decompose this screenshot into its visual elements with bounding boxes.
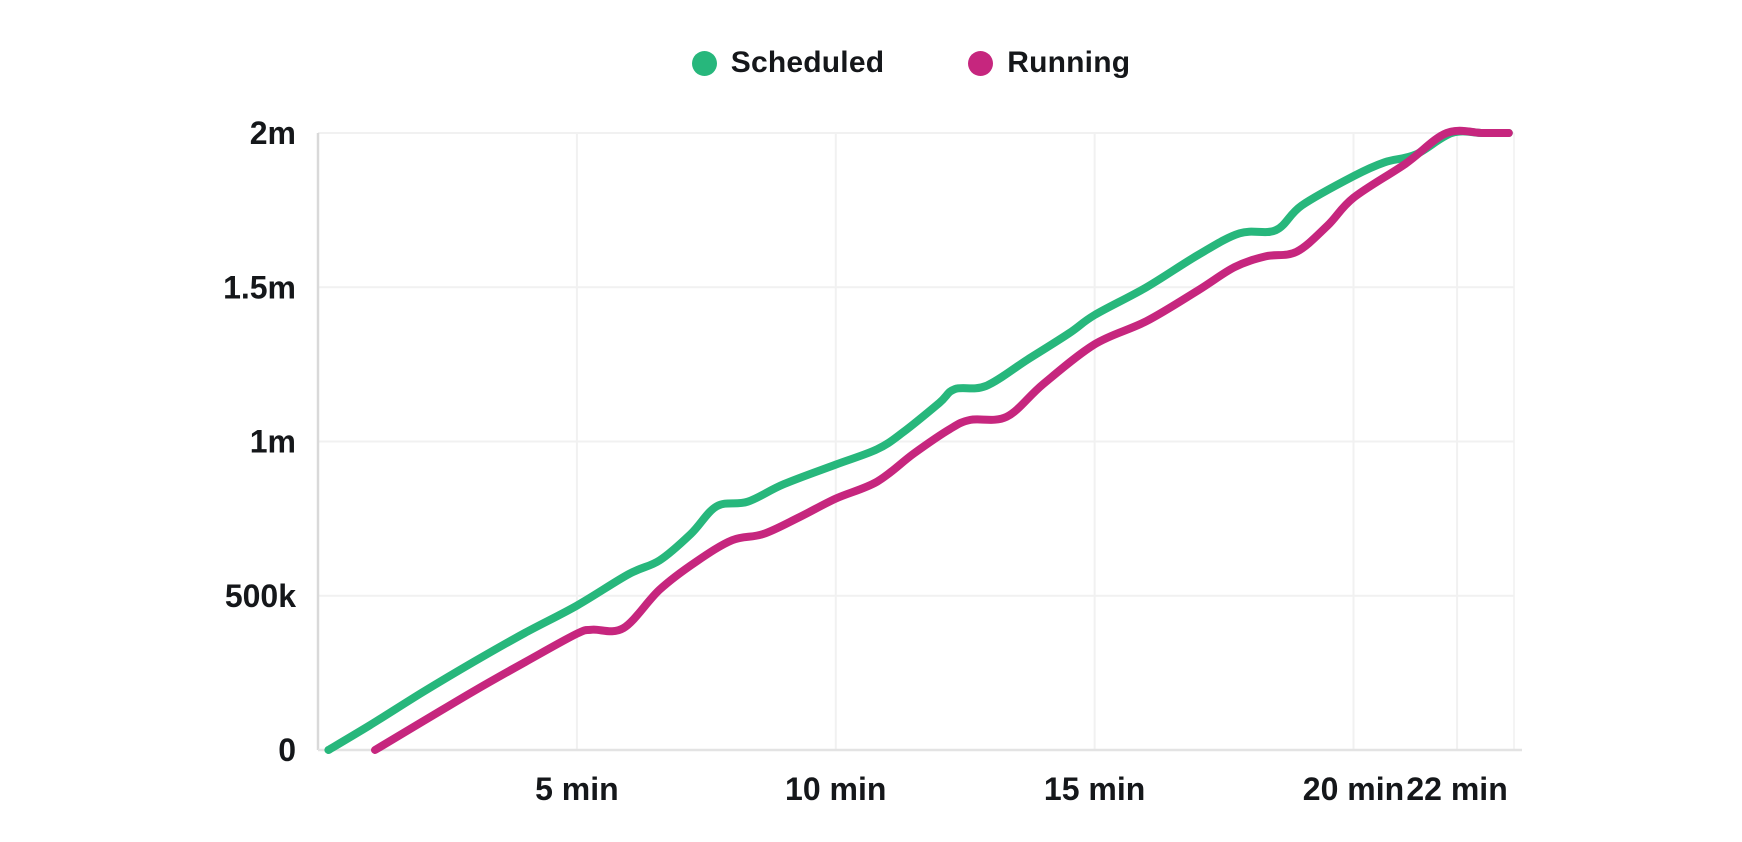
- x-tick-label: 22 min: [1406, 771, 1507, 807]
- x-tick-label: 15 min: [1044, 771, 1145, 807]
- series-line-scheduled: [324, 127, 1513, 754]
- series-line-running: [371, 126, 1513, 754]
- axis-tick-labels: 0 500k 1m 1.5m 2m 5 min 10 min 15 min 20 min 22 m…: [223, 115, 1508, 807]
- legend-item-running[interactable]: Running: [968, 46, 1130, 80]
- x-tick-label: 10 min: [785, 771, 886, 807]
- legend-item-scheduled[interactable]: Scheduled: [691, 46, 885, 80]
- gridlines: [318, 132, 1515, 750]
- axis-lines: [316, 133, 1522, 752]
- legend-label-running: Running: [1007, 46, 1131, 79]
- y-tick-label: 500k: [225, 578, 296, 614]
- x-tick-label: 20 min: [1303, 771, 1404, 807]
- series-lines: [324, 126, 1513, 754]
- running-series-dot-icon: [968, 50, 994, 76]
- y-tick-label: 1m: [250, 424, 296, 460]
- legend-label-scheduled: Scheduled: [730, 46, 885, 79]
- y-tick-label: 2m: [250, 115, 296, 151]
- scheduled-series-dot-icon: [691, 50, 717, 76]
- y-tick-label: 1.5m: [223, 269, 296, 305]
- y-tick-label: 0: [278, 732, 296, 768]
- legend: Scheduled Running: [0, 46, 1742, 80]
- x-tick-label: 5 min: [535, 771, 619, 807]
